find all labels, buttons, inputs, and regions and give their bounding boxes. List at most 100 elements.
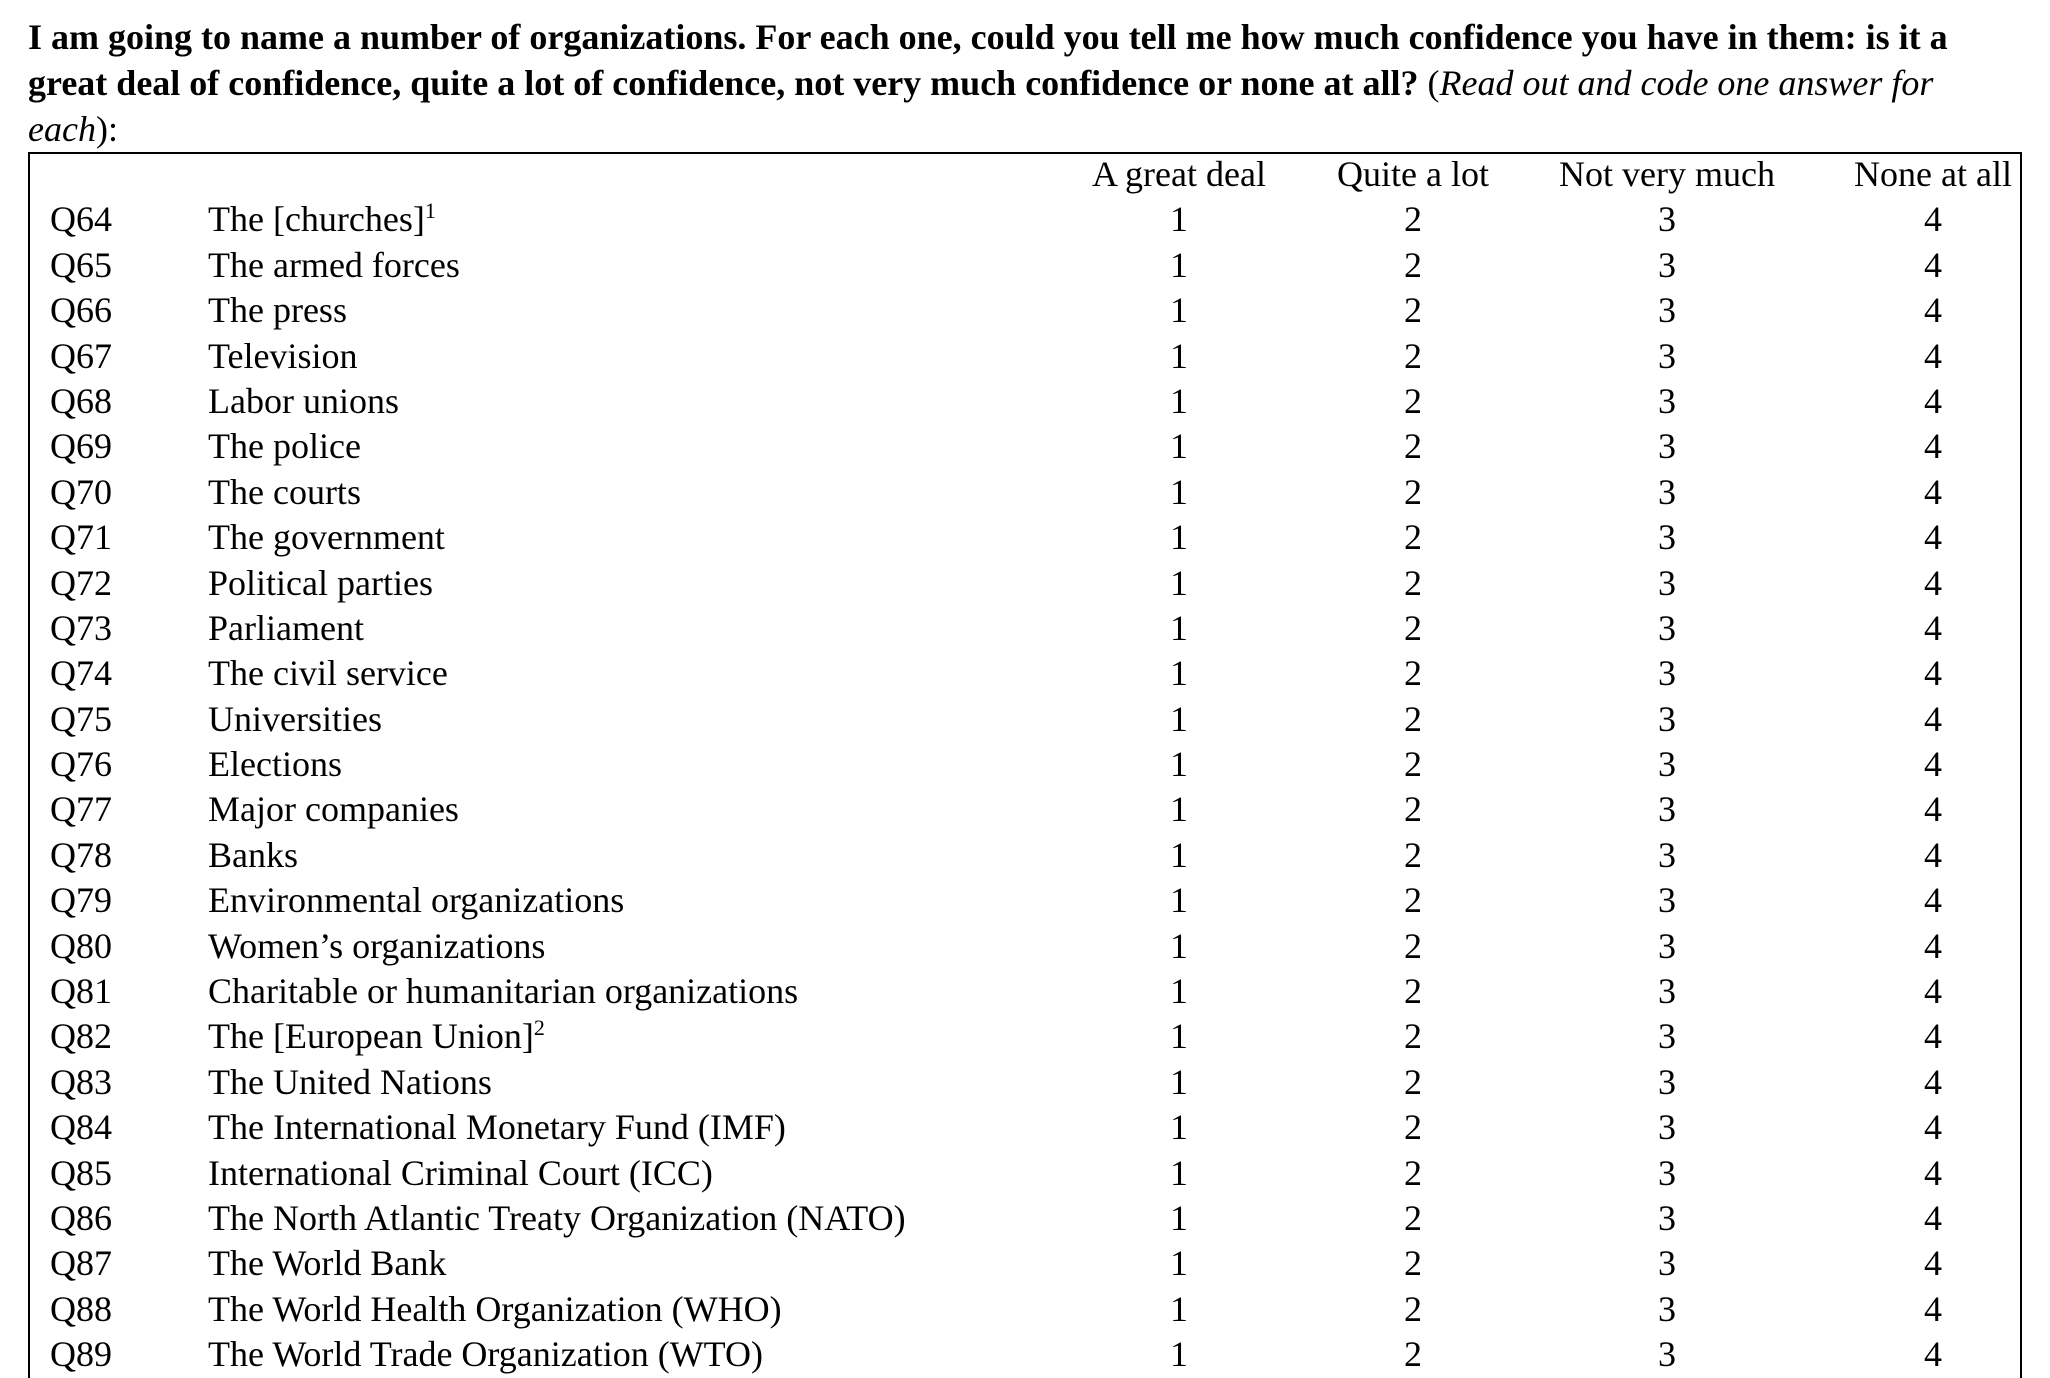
question-code: Q76 — [50, 744, 112, 785]
table-row: Q86 The North Atlantic Treaty Organizatio… — [28, 1196, 2022, 1241]
answer-code: 1 — [1170, 562, 1188, 603]
organization-name: Charitable or humanitarian organizations — [208, 971, 799, 1012]
paren-close: ): — [95, 109, 118, 149]
answer-code: 4 — [1924, 244, 1942, 285]
answer-code: 3 — [1658, 244, 1676, 285]
answer-code: 3 — [1658, 199, 1676, 240]
question-code: Q87 — [50, 1243, 112, 1284]
organization-name: Environmental organizations — [208, 880, 625, 921]
answer-code: 2 — [1404, 880, 1422, 921]
answer-code: 2 — [1404, 1016, 1422, 1057]
question-code: Q69 — [50, 426, 112, 467]
table-row: Q73 Parliament 1 2 3 4 — [28, 606, 2022, 651]
organization-name: The [European Union] — [208, 1016, 534, 1057]
table-row: Q67 Television 1 2 3 4 — [28, 334, 2022, 379]
answer-code: 2 — [1404, 199, 1422, 240]
table-row: Q64 The [churches]1 1 2 3 4 — [28, 197, 2022, 242]
table-row: Q79 Environmental organizations 1 2 3 4 — [28, 878, 2022, 923]
answer-code: 4 — [1924, 971, 1942, 1012]
answer-code: 1 — [1170, 925, 1188, 966]
question-code: Q75 — [50, 698, 112, 739]
organization-name: Women’s organizations — [208, 925, 546, 966]
answer-code: 1 — [1170, 426, 1188, 467]
answer-code: 3 — [1658, 971, 1676, 1012]
organization-name: International Criminal Court (ICC) — [208, 1152, 713, 1193]
organization-label: The World Trade Organization (WTO) — [208, 1332, 763, 1377]
table-row: Q76 Elections 1 2 3 4 — [28, 742, 2022, 787]
answer-code: 2 — [1404, 1334, 1422, 1375]
organization-label: The United Nations — [208, 1060, 492, 1105]
answer-code: 4 — [1924, 1016, 1942, 1057]
organization-name: The World Bank — [208, 1243, 447, 1284]
table-border — [28, 152, 2022, 1378]
organization-name: The armed forces — [208, 244, 460, 285]
answer-code: 4 — [1924, 1061, 1942, 1102]
column-header: A great deal — [1092, 154, 1266, 194]
organization-label: The International Monetary Fund (IMF) — [208, 1105, 786, 1150]
answer-code: 2 — [1404, 290, 1422, 331]
column-header: Not very much — [1559, 154, 1775, 194]
organization-name: The United Nations — [208, 1061, 492, 1102]
answer-code: 1 — [1170, 1288, 1188, 1329]
answer-code: 2 — [1404, 471, 1422, 512]
question-code: Q66 — [50, 290, 112, 331]
answer-code: 2 — [1404, 834, 1422, 875]
table-row: Q69 The police 1 2 3 4 — [28, 424, 2022, 469]
question-code: Q64 — [50, 199, 112, 240]
table-row: Q84 The International Monetary Fund (IMF)… — [28, 1105, 2022, 1150]
answer-code: 3 — [1658, 607, 1676, 648]
question-code: Q77 — [50, 789, 112, 830]
answer-code: 2 — [1404, 244, 1422, 285]
footnote-marker: 2 — [533, 1015, 545, 1041]
question-code: Q71 — [50, 517, 112, 558]
question-code: Q89 — [50, 1334, 112, 1375]
answer-code: 1 — [1170, 789, 1188, 830]
table-row: Q71 The government 1 2 3 4 — [28, 515, 2022, 560]
answer-code: 3 — [1658, 744, 1676, 785]
answer-code: 1 — [1170, 1107, 1188, 1148]
question-code: Q67 — [50, 335, 112, 376]
organization-name: The International Monetary Fund (IMF) — [208, 1107, 786, 1148]
answer-code: 3 — [1658, 880, 1676, 921]
answer-code: 4 — [1924, 290, 1942, 331]
organization-label: Charitable or humanitarian organizations — [208, 969, 798, 1014]
table-row: Q81 Charitable or humanitarian organizati… — [28, 969, 2022, 1014]
answer-code: 1 — [1170, 335, 1188, 376]
answer-code: 2 — [1404, 789, 1422, 830]
answer-code: 1 — [1170, 607, 1188, 648]
answer-code: 1 — [1170, 199, 1188, 240]
question-code: Q73 — [50, 607, 112, 648]
organization-label: The courts — [208, 470, 361, 515]
answer-code: 2 — [1404, 971, 1422, 1012]
organization-name: Labor unions — [208, 380, 399, 421]
organization-label: Banks — [208, 833, 298, 878]
organization-label: International Criminal Court (ICC) — [208, 1151, 713, 1196]
answer-code: 2 — [1404, 653, 1422, 694]
footnote-marker: 1 — [424, 198, 436, 224]
organization-label: Environmental organizations — [208, 878, 624, 923]
answer-code: 4 — [1924, 1107, 1942, 1148]
organization-label: Elections — [208, 742, 342, 787]
organization-label: The armed forces — [208, 243, 460, 288]
answer-code: 2 — [1404, 1061, 1422, 1102]
answer-code: 3 — [1658, 1288, 1676, 1329]
organization-label: Women’s organizations — [208, 924, 545, 969]
answer-code: 1 — [1170, 290, 1188, 331]
organization-name: The World Trade Organization (WTO) — [208, 1334, 763, 1375]
table-row: Q85 International Criminal Court (ICC) 1 2 3… — [28, 1151, 2022, 1196]
question-code: Q65 — [50, 244, 112, 285]
answer-code: 3 — [1658, 380, 1676, 421]
answer-code: 4 — [1924, 471, 1942, 512]
organization-label: The police — [208, 424, 361, 469]
answer-code: 1 — [1170, 880, 1188, 921]
table-row: Q65 The armed forces 1 2 3 4 — [28, 243, 2022, 288]
question-code: Q83 — [50, 1061, 112, 1102]
question-code: Q79 — [50, 880, 112, 921]
answer-code: 1 — [1170, 653, 1188, 694]
organization-label: Universities — [208, 697, 382, 742]
answer-code: 4 — [1924, 380, 1942, 421]
question-code: Q82 — [50, 1016, 112, 1057]
answer-code: 1 — [1170, 744, 1188, 785]
answer-code: 4 — [1924, 744, 1942, 785]
answer-code: 1 — [1170, 971, 1188, 1012]
